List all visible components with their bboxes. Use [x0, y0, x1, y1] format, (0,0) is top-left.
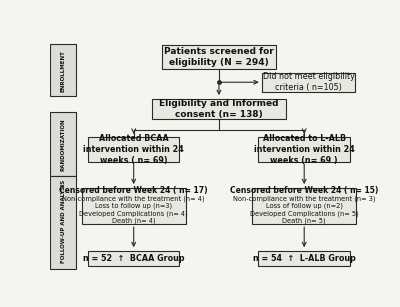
FancyBboxPatch shape: [258, 137, 350, 161]
FancyBboxPatch shape: [162, 45, 276, 69]
FancyBboxPatch shape: [152, 99, 286, 119]
Text: Developed Complications (n= 5): Developed Complications (n= 5): [250, 210, 358, 217]
Text: Death (n= 5): Death (n= 5): [282, 218, 326, 224]
FancyBboxPatch shape: [88, 251, 180, 266]
Text: Allocated to L-ALB
intervention within 24
weeks (n= 69 ): Allocated to L-ALB intervention within 2…: [254, 134, 354, 165]
Text: Allocated BCAA
intervention within 24
weeks ( n= 69): Allocated BCAA intervention within 24 we…: [83, 134, 184, 165]
Text: n = 54  ↑  L-ALB Group: n = 54 ↑ L-ALB Group: [253, 254, 356, 263]
FancyBboxPatch shape: [262, 72, 355, 92]
Text: ENROLLMENT: ENROLLMENT: [61, 50, 66, 92]
Text: Censored before Week 24 ( n= 15): Censored before Week 24 ( n= 15): [230, 186, 378, 195]
FancyBboxPatch shape: [50, 44, 76, 96]
Text: Non-compliance with the treatment (n= 4): Non-compliance with the treatment (n= 4): [62, 195, 205, 202]
Text: RANDOMIZATION: RANDOMIZATION: [61, 118, 66, 171]
FancyBboxPatch shape: [82, 188, 186, 224]
Text: Censored before Week 24 ( n= 17): Censored before Week 24 ( n= 17): [59, 186, 208, 195]
Text: Patients screened for
eligibility (N = 294): Patients screened for eligibility (N = 2…: [164, 47, 274, 67]
Text: Developed Complications (n= 4): Developed Complications (n= 4): [79, 210, 188, 217]
Text: Loss of follow up (n=2): Loss of follow up (n=2): [266, 203, 343, 209]
FancyBboxPatch shape: [50, 112, 76, 176]
Text: Non-compliance with the treatment (n= 3): Non-compliance with the treatment (n= 3): [233, 195, 376, 202]
Text: Death (n= 4): Death (n= 4): [112, 218, 156, 224]
Text: FOLLOW-UP AND ANALYSIS: FOLLOW-UP AND ANALYSIS: [61, 180, 66, 263]
FancyBboxPatch shape: [252, 188, 356, 224]
FancyBboxPatch shape: [88, 137, 180, 161]
FancyBboxPatch shape: [50, 176, 76, 269]
Text: Did not meet eligibility
criteria ( n=105): Did not meet eligibility criteria ( n=10…: [263, 72, 355, 92]
Text: Eligibility and Informed
consent (n= 138): Eligibility and Informed consent (n= 138…: [159, 99, 279, 119]
FancyBboxPatch shape: [258, 251, 350, 266]
Text: Loss to follow up (n=3): Loss to follow up (n=3): [95, 203, 172, 209]
Text: n = 52  ↑  BCAA Group: n = 52 ↑ BCAA Group: [83, 254, 184, 263]
